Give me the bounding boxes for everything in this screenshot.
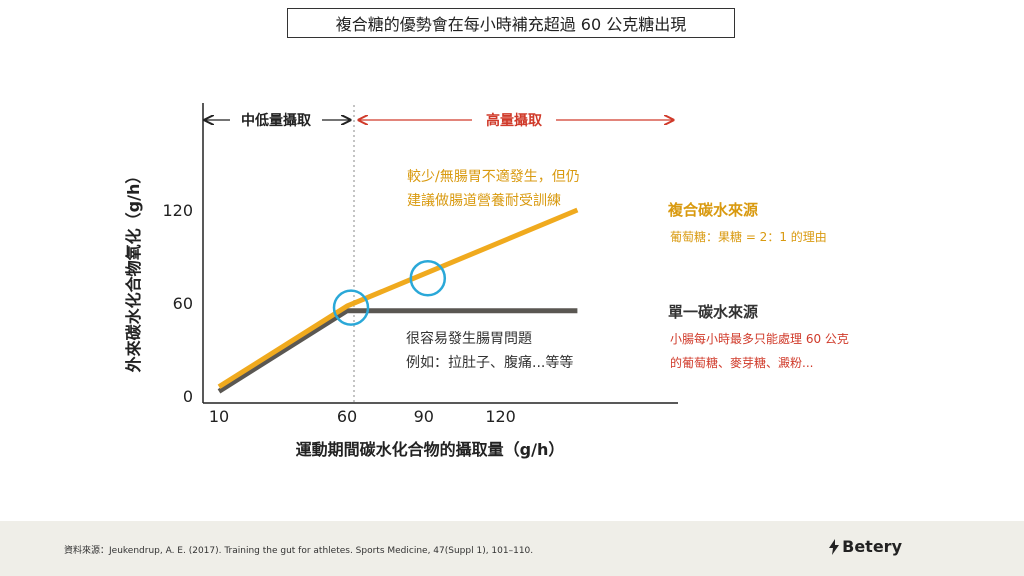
x-tick-120: 120 <box>485 407 516 426</box>
high-range-label: 高量攝取 <box>486 112 543 129</box>
chart-title: 複合糖的優勢會在每小時補充超過 60 公克糖出現 <box>287 8 735 38</box>
source-citation: 資料來源：Jeukendrup, A. E. (2017). Training … <box>64 546 534 556</box>
y-tick-0: 0 <box>183 387 193 406</box>
chart-canvas: 中低量攝取 高量攝取 10 60 90 120 0 60 120 運動期間碳水化合物的攝取… <box>124 103 849 459</box>
low-range-label: 中低量攝取 <box>241 112 312 129</box>
y-tick-labels: 0 60 120 <box>162 201 193 406</box>
x-tick-10: 10 <box>209 407 229 426</box>
highlight-circle-60 <box>332 289 370 326</box>
y-tick-120: 120 <box>162 201 193 220</box>
y-axis-label: 外來碳水化合物氧化（g/h） <box>124 168 143 374</box>
bolt-icon <box>829 538 840 555</box>
footer: 資料來源：Jeukendrup, A. E. (2017). Training … <box>0 521 1024 576</box>
composite-note-line-1: 較少/無腸胃不適發生，但仍 <box>407 168 580 185</box>
x-tick-labels: 10 60 90 120 <box>209 407 516 426</box>
composite-carb-line <box>217 207 579 389</box>
legend-single: 單一碳水來源 <box>668 303 758 321</box>
legend-composite: 複合碳水來源 <box>667 201 758 219</box>
single-limit-line-1: 小腸每小時最多只能處理 60 公克 <box>670 331 849 346</box>
y-tick-60: 60 <box>173 294 193 313</box>
highlight-circle-90 <box>409 259 447 297</box>
single-carb-line <box>217 308 578 394</box>
single-limit-line-2: 的葡萄糖、麥芽糖、澱粉... <box>670 355 813 370</box>
composite-note-line-2: 建議做腸道營養耐受訓練 <box>407 192 561 209</box>
brand-logo: Betery <box>829 537 902 556</box>
x-tick-60: 60 <box>337 407 357 426</box>
single-note-line-2: 例如：拉肚子、腹痛...等等 <box>406 354 573 371</box>
brand-name: Betery <box>842 537 902 556</box>
composite-ratio-note: 葡萄糖：果糖 = 2：1 的理由 <box>670 229 827 244</box>
single-note-line-1: 很容易發生腸胃問題 <box>406 330 532 347</box>
x-axis-label: 運動期間碳水化合物的攝取量（g/h） <box>296 440 565 459</box>
x-tick-90: 90 <box>414 407 434 426</box>
